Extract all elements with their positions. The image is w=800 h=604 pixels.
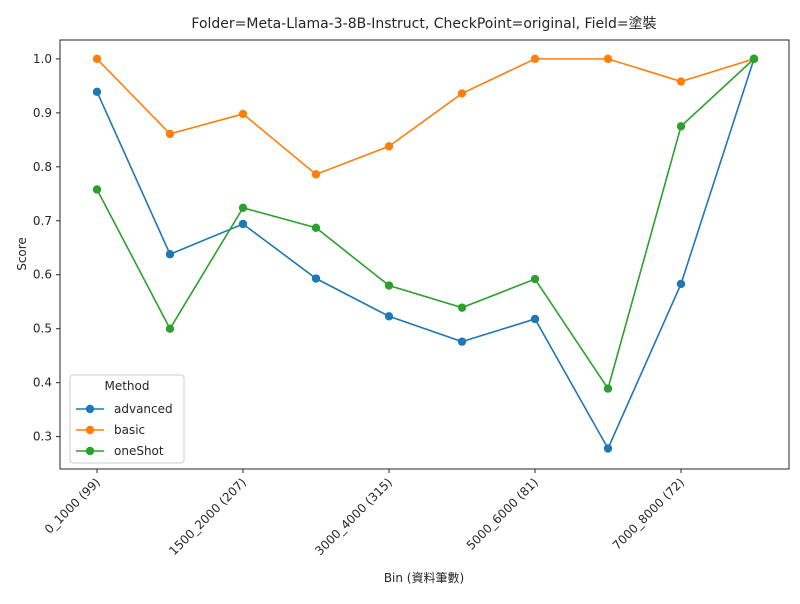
data-point-oneShot	[749, 54, 759, 64]
legend-title: Method	[104, 379, 149, 393]
y-tick-label: 0.5	[33, 322, 52, 336]
y-tick-label: 1.0	[33, 52, 52, 66]
legend: Method advanced basic oneShot	[69, 374, 185, 464]
data-point-oneShot	[384, 281, 394, 290]
data-point-advanced	[603, 444, 613, 453]
legend-entries: advanced basic oneShot	[76, 402, 173, 458]
data-point-basic	[530, 54, 540, 64]
data-point-basic	[384, 142, 394, 151]
y-tick-label: 0.9	[33, 106, 52, 120]
plot-frame	[59, 39, 790, 470]
x-axis-label: Bin (資料筆數)	[384, 571, 464, 585]
data-point-oneShot	[603, 384, 613, 393]
y-tick-label: 0.6	[33, 268, 52, 282]
legend-marker-swatch	[85, 446, 95, 456]
data-point-oneShot	[676, 122, 686, 131]
y-tick-label: 0.7	[33, 214, 52, 228]
legend-entry-advanced: advanced	[76, 402, 173, 416]
legend-label: oneShot	[114, 444, 164, 458]
y-tick-label: 0.3	[33, 430, 52, 444]
data-point-basic	[676, 77, 686, 86]
y-tick-label: 0.8	[33, 160, 52, 174]
data-point-basic	[603, 54, 613, 64]
legend-label: basic	[114, 423, 145, 437]
data-point-basic	[457, 89, 467, 98]
data-point-basic	[92, 54, 102, 64]
legend-label: advanced	[114, 402, 173, 416]
data-point-advanced	[384, 312, 394, 321]
data-point-basic	[311, 170, 321, 179]
data-point-oneShot	[457, 303, 467, 312]
legend-entry-basic: basic	[76, 423, 145, 437]
data-point-oneShot	[238, 203, 248, 213]
series-oneShot	[92, 54, 759, 393]
legend-marker-swatch	[85, 425, 95, 435]
data-point-advanced	[311, 274, 321, 283]
legend-frame	[69, 374, 185, 464]
data-point-advanced	[457, 337, 467, 346]
legend-marker-swatch	[85, 404, 95, 414]
data-point-advanced	[165, 250, 175, 259]
data-point-basic	[165, 129, 175, 139]
series-line-basic	[96, 58, 755, 176]
data-point-advanced	[530, 314, 540, 324]
legend-entry-oneShot: oneShot	[76, 444, 164, 458]
data-point-advanced	[92, 87, 102, 97]
series-line-oneShot	[96, 58, 755, 391]
y-tick-label: 0.4	[33, 376, 52, 390]
y-axis-label: Score	[15, 237, 29, 271]
y-axis-ticks: 0.3 0.4 0.5 0.6 0.7 0.8 0.9 1.0	[33, 52, 60, 444]
data-point-basic	[238, 109, 248, 119]
data-point-oneShot	[530, 274, 540, 284]
data-point-oneShot	[92, 185, 102, 194]
data-point-oneShot	[165, 324, 175, 333]
data-point-advanced	[238, 219, 248, 229]
data-point-advanced	[676, 279, 686, 289]
series-line-advanced	[96, 58, 755, 451]
series-layer	[92, 54, 759, 453]
data-point-oneShot	[311, 223, 321, 232]
chart-title: Folder=Meta-Llama-3-8B-Instruct, CheckPo…	[191, 15, 656, 32]
